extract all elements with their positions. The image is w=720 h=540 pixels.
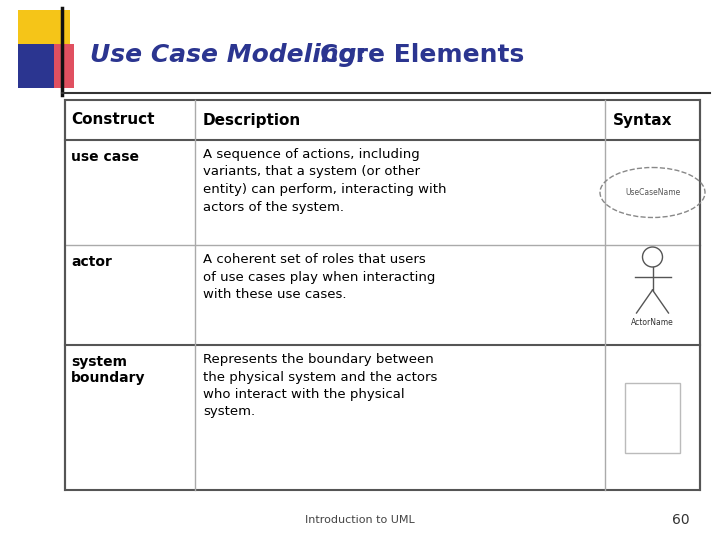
FancyBboxPatch shape <box>38 44 74 88</box>
Text: UseCaseName: UseCaseName <box>625 188 680 197</box>
Text: use case: use case <box>71 150 139 164</box>
Text: Introduction to UML: Introduction to UML <box>305 515 415 525</box>
Text: A sequence of actions, including
variants, that a system (or other
entity) can p: A sequence of actions, including variant… <box>203 148 446 213</box>
Text: actor: actor <box>71 255 112 269</box>
Text: Syntax: Syntax <box>613 112 672 127</box>
Text: Core Elements: Core Elements <box>320 43 524 67</box>
FancyBboxPatch shape <box>18 44 54 88</box>
Text: A coherent set of roles that users
of use cases play when interacting
with these: A coherent set of roles that users of us… <box>203 253 436 301</box>
Text: Use Case Modeling:: Use Case Modeling: <box>90 43 375 67</box>
Text: Represents the boundary between
the physical system and the actors
who interact : Represents the boundary between the phys… <box>203 353 437 418</box>
Text: ActorName: ActorName <box>631 318 674 327</box>
Text: Description: Description <box>203 112 301 127</box>
Text: system
boundary: system boundary <box>71 355 145 385</box>
Text: 60: 60 <box>672 513 690 527</box>
Text: Construct: Construct <box>71 112 155 127</box>
FancyBboxPatch shape <box>18 10 70 62</box>
